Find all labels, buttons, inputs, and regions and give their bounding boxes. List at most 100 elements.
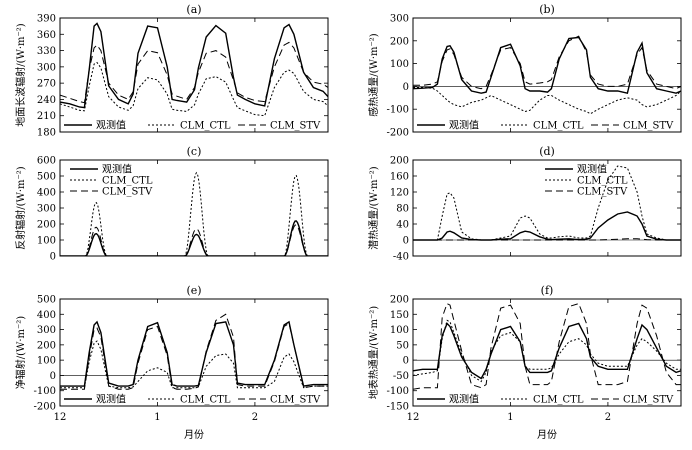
legend-label: CLM_STV [270, 121, 321, 132]
y-tick-label: 160 [390, 172, 409, 183]
y-tick-label: 300 [37, 62, 56, 73]
x-tick-label: 12 [407, 412, 420, 423]
series-clm-ctl [60, 171, 328, 256]
y-axis-label: 反射辐射/(W·m⁻²) [14, 166, 27, 249]
legend-label: CLM_CTL [577, 176, 628, 187]
y-tick-label: 180 [37, 128, 56, 139]
y-tick-label: 200 [390, 36, 409, 47]
series-clm-stv [60, 224, 328, 256]
series-clm-ctl [60, 340, 328, 389]
y-tick-label: 100 [390, 59, 409, 70]
panel-title: (a) [186, 3, 201, 16]
y-tick-label: 300 [37, 325, 56, 336]
y-axis-label: 潜热通量/(W·m⁻²) [367, 166, 380, 249]
y-tick-label: 210 [37, 111, 56, 122]
legend-label: CLM_CTL [180, 121, 231, 132]
series-clm-stv [413, 238, 681, 241]
legend-label: CLM_STV [623, 121, 674, 132]
x-tick-label: 2 [605, 412, 611, 423]
legend-label: CLM_CTL [533, 395, 584, 406]
series-clm-stv [413, 35, 681, 90]
panel-title: (b) [539, 3, 555, 16]
series-clm-ctl [413, 87, 681, 115]
y-tick-label: 100 [37, 356, 56, 367]
series-observed [60, 320, 328, 387]
panel-4: -40 0 40 80 120 160 200 (d) 潜热通量/(W·m⁻²) 观测值CLM_C… [367, 145, 682, 263]
legend-label: 观测值 [449, 393, 479, 406]
y-tick-label: 500 [37, 295, 56, 306]
series-clm-ctl [60, 61, 328, 117]
y-tick-label: 120 [390, 188, 409, 199]
y-tick-label: 390 [37, 14, 56, 25]
y-tick-label: 300 [390, 14, 409, 25]
panel-title: (f) [541, 284, 554, 297]
x-tick-label: 2 [252, 412, 258, 423]
y-tick-label: 0 [50, 252, 56, 263]
y-tick-label: -50 [393, 371, 409, 382]
panel-title: (d) [539, 145, 555, 158]
plot-frame [59, 298, 329, 407]
y-tick-label: 150 [390, 310, 409, 321]
series-observed [413, 211, 681, 241]
legend: 观测值 CLM_CTL CLM_STV [64, 119, 321, 132]
y-tick-label: 100 [37, 236, 56, 247]
y-tick-label: 40 [396, 220, 409, 231]
x-tick-label: 1 [507, 412, 513, 423]
y-tick-label: 200 [390, 295, 409, 306]
series-observed [413, 36, 681, 95]
y-tick-label: 240 [37, 95, 56, 106]
y-tick-label: -40 [393, 252, 409, 263]
y-tick-label: 80 [396, 204, 409, 215]
y-tick-label: 600 [37, 156, 56, 167]
y-tick-label: 0 [403, 82, 409, 93]
y-tick-label: 500 [37, 172, 56, 183]
legend-label: CLM_STV [270, 395, 321, 406]
y-tick-label: 50 [396, 340, 409, 351]
y-tick-label: 0 [403, 236, 409, 247]
y-axis-label: 感热通量/(W·m⁻²) [367, 33, 380, 116]
x-tick-label: 12 [54, 412, 67, 423]
plot-frame [59, 17, 329, 133]
legend-label: CLM_STV [577, 187, 628, 198]
legend-label: CLM_CTL [533, 121, 584, 132]
plot-frame [412, 17, 682, 133]
y-tick-label: -200 [34, 402, 56, 413]
series-clm-stv [413, 302, 681, 390]
y-axis-label: 地表热通量/(W·m⁻²) [367, 306, 380, 399]
series-clm-stv [60, 41, 328, 104]
legend-label: CLM_CTL [102, 176, 153, 187]
legend-label: 观测值 [96, 119, 126, 132]
series-observed [60, 220, 328, 256]
y-tick-label: 300 [37, 204, 56, 215]
y-tick-label: -100 [387, 386, 409, 397]
legend-label: 观测值 [102, 163, 132, 176]
y-tick-label: 400 [37, 188, 56, 199]
panel-title: (c) [187, 145, 202, 158]
x-tick-label: 1 [154, 412, 160, 423]
y-tick-label: 200 [390, 156, 409, 167]
y-tick-label: -100 [34, 386, 56, 397]
legend: 观测值 CLM_CTL CLM_STV [417, 119, 674, 132]
y-tick-label: 360 [37, 30, 56, 41]
y-tick-label: 400 [37, 310, 56, 321]
y-tick-label: -200 [387, 128, 409, 139]
y-tick-label: 270 [37, 79, 56, 90]
legend-label: 观测值 [449, 119, 479, 132]
series-clm-ctl [413, 165, 681, 241]
y-tick-label: 100 [390, 325, 409, 336]
x-axis-label: 月份 [537, 429, 557, 441]
panel-2: -200 -100 0 100 200 300 (b) 感热通量/(W·m⁻²) 观测值 CLM_… [367, 3, 682, 139]
legend-label: 观测值 [577, 163, 607, 176]
y-tick-label: -150 [387, 402, 409, 413]
legend-label: CLM_STV [102, 187, 153, 198]
legend-label: CLM_CTL [180, 395, 231, 406]
y-axis-label: 净辐射/(W·m⁻²) [14, 316, 27, 389]
y-tick-label: 330 [37, 46, 56, 57]
